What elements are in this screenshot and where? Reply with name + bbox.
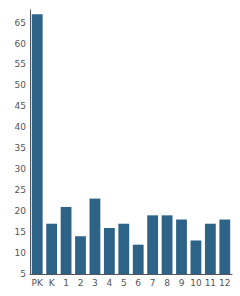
- svg-text:11: 11: [205, 278, 216, 288]
- svg-text:1: 1: [63, 278, 69, 288]
- svg-text:50: 50: [15, 80, 27, 90]
- svg-text:45: 45: [15, 101, 26, 111]
- svg-text:40: 40: [15, 122, 27, 132]
- svg-text:10: 10: [190, 278, 202, 288]
- svg-text:4: 4: [106, 278, 112, 288]
- svg-text:K: K: [49, 278, 56, 288]
- svg-text:8: 8: [164, 278, 170, 288]
- svg-text:60: 60: [15, 39, 27, 49]
- svg-text:25: 25: [15, 185, 26, 195]
- svg-text:15: 15: [15, 227, 26, 237]
- svg-text:30: 30: [15, 164, 27, 174]
- svg-text:7: 7: [150, 278, 156, 288]
- svg-text:PK: PK: [32, 278, 44, 288]
- svg-text:5: 5: [121, 278, 127, 288]
- svg-text:6: 6: [135, 278, 141, 288]
- svg-text:20: 20: [15, 206, 27, 216]
- svg-text:12: 12: [219, 278, 230, 288]
- svg-text:9: 9: [179, 278, 185, 288]
- svg-text:10: 10: [15, 248, 27, 258]
- svg-text:55: 55: [15, 59, 26, 69]
- svg-text:3: 3: [92, 278, 98, 288]
- svg-text:2: 2: [78, 278, 84, 288]
- svg-text:65: 65: [15, 18, 26, 28]
- svg-text:5: 5: [20, 269, 26, 279]
- svg-text:35: 35: [15, 143, 26, 153]
